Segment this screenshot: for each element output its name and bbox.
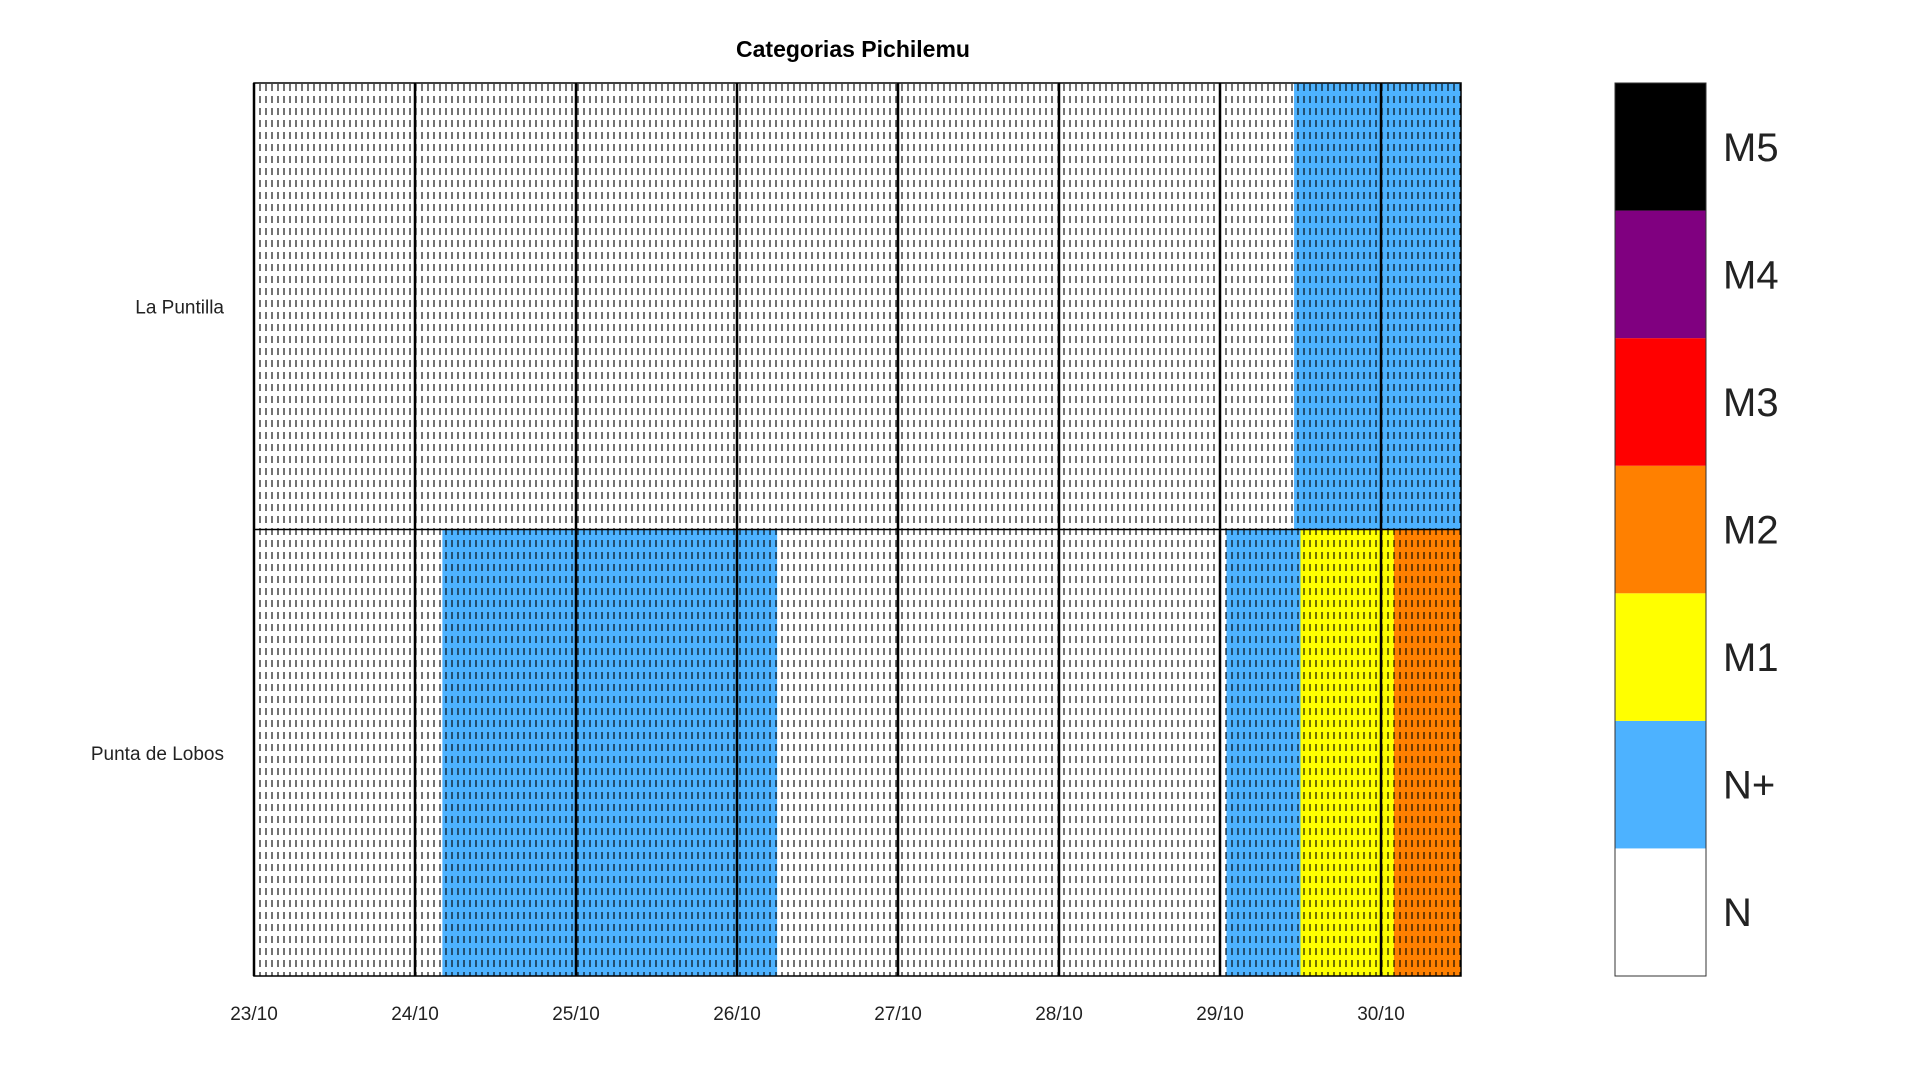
x-tick-label: 24/10 [391,1004,439,1025]
colorbar-legend: N N+ M1 M2 M3 M4 M5 [1614,82,1779,977]
legend-label: N+ [1723,764,1775,808]
legend-label: M3 [1723,381,1779,425]
legend-swatch [1615,593,1706,721]
y-axis: La Puntilla Punta de Lobos [91,297,225,765]
x-axis: 23/10 24/10 25/10 26/10 27/10 28/10 29/10 30/10 [230,1004,1405,1025]
legend-swatch [1615,848,1706,976]
legend-swatch [1615,720,1706,849]
plot-area [252,82,1462,977]
chart-title: Categorias Pichilemu [736,36,970,62]
legend-label: M5 [1723,126,1779,170]
legend-label: N [1723,891,1752,935]
legend-label: M2 [1723,509,1779,553]
legend-label: M1 [1723,636,1779,680]
legend-swatch [1615,210,1706,339]
x-tick-label: 27/10 [874,1004,922,1025]
y-row-label: Punta de Lobos [91,744,224,765]
x-tick-label: 28/10 [1035,1004,1083,1025]
legend-swatch [1615,83,1706,211]
legend-label: M4 [1723,253,1779,297]
x-tick-label: 25/10 [552,1004,600,1025]
y-row-label: La Puntilla [135,297,224,318]
legend-border [1614,82,1707,977]
x-tick-label: 30/10 [1357,1004,1405,1025]
x-tick-label: 29/10 [1196,1004,1244,1025]
x-tick-label: 23/10 [230,1004,278,1025]
plot-border [253,82,1462,977]
legend-swatch [1615,338,1706,466]
x-tick-label: 26/10 [713,1004,761,1025]
legend-swatch [1615,465,1706,594]
